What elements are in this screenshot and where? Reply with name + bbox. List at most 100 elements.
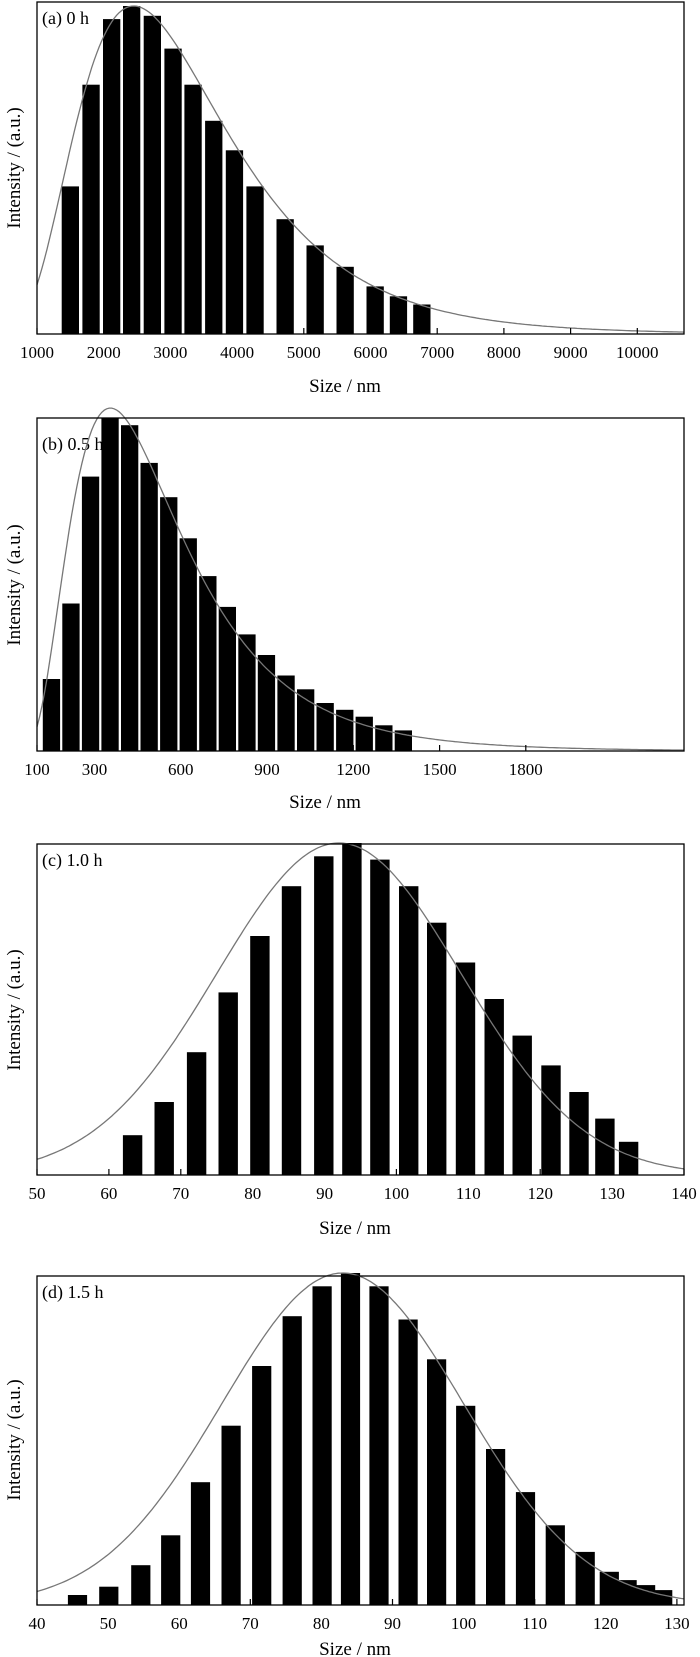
bar [575,1551,595,1605]
bar [164,48,182,334]
x-tick-label: 50 [100,1614,117,1633]
panel-a: (a) 0 h 1000 2000 3000 4000 5000 6000 7000 8000… [4,1,685,397]
fit-curve [36,5,685,333]
bar [389,296,408,334]
bar [238,634,256,751]
plot-frame [36,417,685,752]
bar [398,1319,418,1605]
panel-label: (a) 0 h [42,8,89,29]
x-tick-label: 110 [522,1614,547,1633]
bar [154,1102,174,1175]
bar [218,992,238,1175]
x-tick-label: 60 [100,1184,117,1203]
x-tick-label: 110 [456,1184,481,1203]
x-tick-label: 5000 [287,343,321,362]
bar [297,689,315,751]
bar [186,1052,207,1175]
fit-curve [36,842,685,1170]
bar [399,886,419,1175]
fit-curve [36,407,685,751]
bar [276,219,294,334]
bar [312,1286,332,1605]
bar-series [61,6,431,335]
bar [282,1316,302,1605]
bar [62,603,80,751]
x-tick-label: 9000 [554,343,588,362]
bar [484,999,504,1175]
x-tick-label: 90 [384,1614,401,1633]
y-axis-label: Intensity / (a.u.) [4,1379,25,1500]
bar [221,1425,241,1605]
plot-frame [36,1,685,335]
x-tick-label: 130 [664,1614,690,1633]
x-tick-label: 100 [451,1614,477,1633]
x-tick-label: 1200 [336,760,370,779]
bar [366,286,384,334]
bar [82,84,100,334]
bar [340,1273,361,1605]
x-tick-label: 10000 [616,343,659,362]
x-ticks: 1000 2000 3000 4000 5000 6000 7000 8000 9000 1000… [20,328,659,362]
x-tick-label: 2000 [87,343,121,362]
bar [545,1525,565,1605]
plot-frame [36,1275,685,1606]
x-ticks: 100 300 600 900 1200 1500 1800 [24,745,543,779]
plot-frame [36,843,685,1176]
panel-c: (c) 1.0 h 50 60 70 80 90 100 110 120 130 140 Size… [4,842,697,1239]
x-tick-label: 80 [313,1614,330,1633]
x-tick-label: 1000 [20,343,54,362]
bar [277,675,295,751]
bar [42,679,61,751]
bar [316,703,334,751]
x-tick-label: 50 [29,1184,46,1203]
x-tick-label: 70 [172,1184,189,1203]
x-tick-label: 80 [244,1184,261,1203]
x-tick-label: 3000 [153,343,187,362]
bar [99,1586,119,1605]
x-tick-label: 60 [171,1614,188,1633]
bar [250,936,270,1175]
bar [314,856,334,1175]
bar [653,1590,673,1605]
y-axis-label: Intensity / (a.u.) [4,107,25,228]
x-tick-label: 40 [29,1614,46,1633]
bar [101,418,119,751]
x-ticks: 40 50 60 70 80 90 100 110 120 130 [29,1599,690,1633]
bar [184,84,202,334]
x-axis-label: Size / nm [289,792,361,813]
bar [281,886,302,1175]
bar [246,186,264,334]
bar [67,1595,88,1605]
x-tick-label: 120 [593,1614,619,1633]
bar [599,1571,619,1605]
bar [131,1565,151,1605]
bar [121,425,139,751]
bar-series [42,418,412,751]
x-tick-label: 900 [254,760,280,779]
panel-d: (d) 1.5 h 40 50 60 70 80 90 100 110 120 130 Size … [4,1272,690,1657]
bar [205,120,223,334]
bar [257,655,276,751]
bar [636,1585,656,1605]
x-tick-label: 7000 [420,343,454,362]
x-tick-label: 120 [527,1184,553,1203]
bar [336,266,354,334]
bar [595,1118,615,1175]
bar [140,462,158,751]
panel-b: (b) 0.5 h 100 300 600 900 1200 1500 1800 Size … [4,407,685,813]
bar [103,19,121,334]
x-tick-label: 70 [242,1614,259,1633]
bar [179,538,197,751]
y-axis-label: Intensity / (a.u.) [4,524,25,645]
bar [61,186,79,334]
bar [161,1535,181,1605]
x-tick-label: 600 [168,760,194,779]
bar [541,1065,561,1175]
y-axis-label: Intensity / (a.u.) [4,949,25,1070]
bar [225,150,244,334]
bar [512,1035,532,1175]
bar [252,1366,272,1605]
fit-curve [36,1272,685,1600]
x-tick-label: 100 [384,1184,410,1203]
